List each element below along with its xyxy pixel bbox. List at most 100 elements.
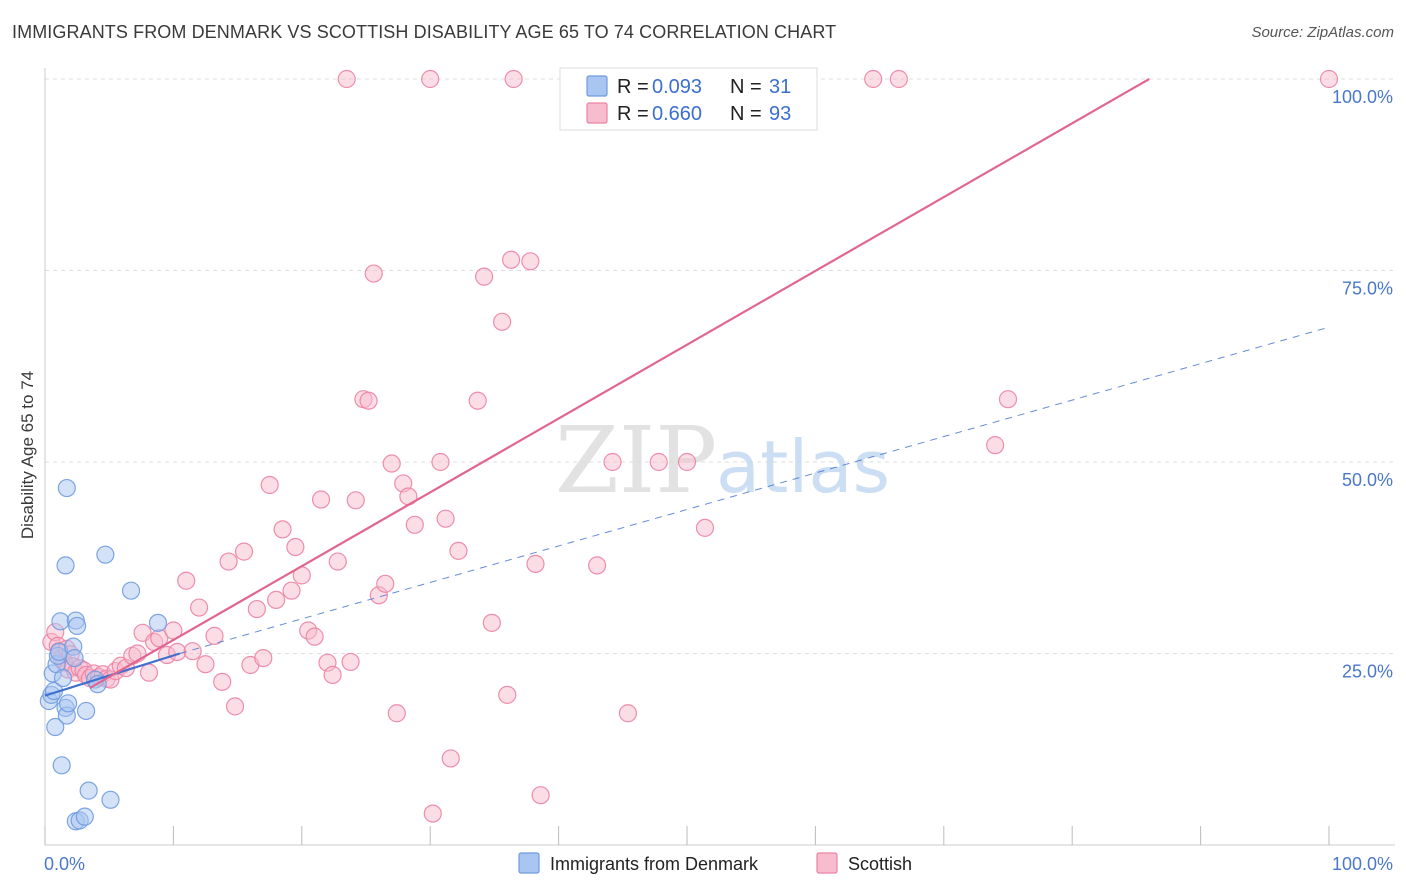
- legend-n-label-2: N =: [730, 103, 762, 125]
- legend-swatch-pink: [586, 102, 608, 124]
- denmark-point-28: [101, 790, 120, 809]
- trend-lines: [44, 78, 1330, 697]
- denmark-point-29: [121, 581, 141, 600]
- scottish-point-82: [521, 252, 540, 271]
- scottish-point-70: [423, 804, 442, 823]
- denmark-point-13: [56, 556, 75, 575]
- denmark-point-9: [52, 756, 71, 775]
- legend-n-label-1: N =: [730, 76, 762, 98]
- series-legend-label-denmark: Immigrants from Denmark: [550, 854, 759, 874]
- scottish-point-52: [311, 490, 331, 509]
- legend-r-label-1: R =: [617, 76, 649, 98]
- scottish-point-73: [441, 749, 460, 768]
- scottish-point-32: [177, 571, 196, 590]
- legend-r-value-1: 0.093: [652, 76, 702, 98]
- scottish-point-34: [189, 598, 209, 617]
- scottish-point-71: [431, 452, 450, 472]
- scottish-point-85: [588, 556, 607, 575]
- scottish-point-80: [501, 250, 521, 269]
- x-tick-label-0: 0.0%: [44, 854, 85, 874]
- denmark-point-14: [57, 478, 76, 498]
- series-legend: Immigrants from Denmark Scottish: [518, 852, 912, 874]
- scottish-point-45: [267, 590, 286, 609]
- scottish-point-75: [468, 391, 487, 410]
- legend-r-value-2: 0.660: [652, 103, 702, 125]
- y-tick-label-2: 75.0%: [1342, 279, 1393, 299]
- y-tick-label-1: 50.0%: [1342, 470, 1393, 490]
- scottish-point-78: [493, 312, 512, 331]
- scottish-point-64: [382, 454, 401, 473]
- scottish-point-92: [889, 69, 908, 89]
- series-legend-label-scottish: Scottish: [848, 854, 912, 874]
- denmark-point-24: [79, 781, 98, 800]
- scottish-point-93: [986, 436, 1005, 455]
- denmark-point-8: [51, 612, 70, 631]
- scottish-point-76: [475, 267, 494, 286]
- scottish-point-57: [341, 652, 360, 672]
- scottish-point-86: [603, 452, 622, 472]
- legend-r-label-2: R =: [617, 103, 649, 125]
- scottish-point-94: [998, 390, 1018, 409]
- legend-n-value-2: 93: [769, 103, 791, 125]
- scottish-point-61: [364, 264, 383, 283]
- scottish-point-60: [359, 391, 378, 410]
- scottish-point-37: [213, 672, 232, 691]
- scottish-point-83: [526, 554, 545, 573]
- denmark-point-10: [53, 668, 73, 688]
- denmark-trend-dashed: [179, 326, 1330, 654]
- scottish-point-38: [219, 552, 238, 571]
- scottish-point-47: [282, 581, 301, 600]
- series-legend-swatch-blue: [518, 852, 540, 874]
- scottish-point-46: [273, 520, 292, 539]
- watermark-atlas: atlas: [716, 425, 890, 509]
- scottish-point-89: [677, 452, 697, 472]
- y-tick-label-0: 25.0%: [1342, 662, 1393, 682]
- scottish-point-42: [247, 599, 266, 619]
- denmark-point-22: [75, 807, 94, 826]
- denmark-point-30: [148, 613, 168, 632]
- scottish-point-90: [695, 518, 715, 537]
- denmark-point-15: [59, 694, 78, 713]
- scottish-point-69: [421, 69, 440, 89]
- scottish-point-33: [183, 642, 202, 661]
- scottish-point-55: [328, 552, 347, 571]
- scottish-point-65: [387, 704, 406, 723]
- scottish-point-95: [1319, 69, 1339, 89]
- scottish-point-58: [346, 491, 365, 510]
- y-axis-title: Disability Age 65 to 74: [18, 371, 37, 539]
- denmark-point-19: [67, 616, 87, 636]
- scottish-point-43: [254, 648, 273, 668]
- series-legend-swatch-pink: [816, 852, 838, 874]
- chart-title: IMMIGRANTS FROM DENMARK VS SCOTTISH DISA…: [12, 22, 837, 42]
- stats-legend: R = 0.093 N = 31 R = 0.660 N = 93: [559, 67, 818, 131]
- denmark-point-17: [65, 648, 84, 668]
- scottish-point-68: [405, 515, 424, 534]
- scottish-point-84: [531, 786, 550, 805]
- y-tick-label-3: 100.0%: [1332, 87, 1393, 107]
- scottish-point-56: [337, 69, 356, 89]
- x-tick-label-1: 100.0%: [1332, 854, 1393, 874]
- scottish-point-35: [196, 655, 215, 674]
- denmark-point-27: [96, 545, 115, 564]
- scottish-point-51: [305, 627, 324, 646]
- legend-n-value-1: 31: [769, 76, 791, 98]
- legend-swatch-blue: [586, 75, 608, 97]
- scottish-point-26: [139, 663, 159, 682]
- scottish-point-36: [205, 626, 224, 645]
- scottish-trend-line: [89, 78, 1150, 689]
- scottish-point-74: [449, 541, 468, 560]
- axes: [44, 68, 1395, 846]
- scottish-point-77: [482, 613, 501, 632]
- scottish-point-88: [649, 452, 668, 472]
- source-label: Source: ZipAtlas.com: [1251, 24, 1394, 41]
- denmark-point-4: [46, 717, 65, 737]
- scottish-point-72: [436, 509, 455, 528]
- scottish-point-79: [498, 685, 517, 704]
- gridlines: [45, 78, 1395, 654]
- scottish-point-87: [618, 704, 638, 723]
- scottish-point-31: [168, 642, 187, 662]
- scottish-point-63: [376, 574, 395, 593]
- scottish-point-54: [323, 665, 342, 685]
- denmark-point-23: [76, 701, 96, 721]
